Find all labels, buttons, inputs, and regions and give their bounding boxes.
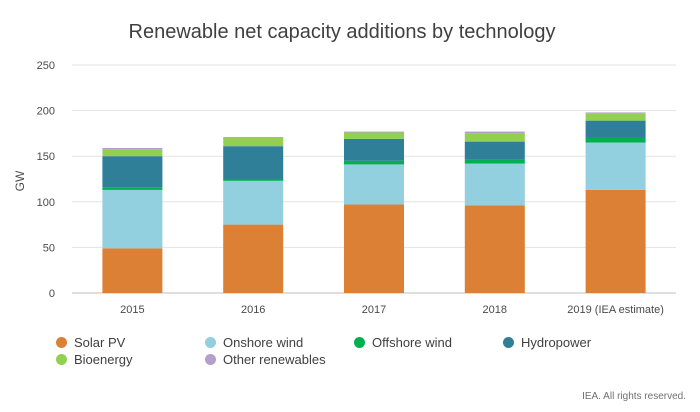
x-tick-label: 2019 (IEA estimate): [567, 304, 664, 316]
bar-segment: [223, 146, 284, 179]
bar-segment: [464, 205, 525, 293]
bar-segment: [102, 156, 163, 188]
legend-swatch: [56, 337, 67, 348]
y-tick-label: 0: [49, 288, 55, 300]
x-axis: 2015 2016 2017 2018 2019 (IEA estimate): [120, 304, 664, 316]
y-axis: 0 50 100 150 200 250: [37, 60, 55, 300]
legend-swatch: [205, 337, 216, 348]
bar-segment: [464, 141, 525, 160]
bar-segment: [223, 179, 284, 181]
legend-label: Onshore wind: [223, 335, 304, 350]
legend-swatch: [56, 354, 67, 365]
bar-segment: [102, 147, 163, 150]
legend-swatch: [503, 337, 514, 348]
y-tick-label: 250: [37, 60, 55, 72]
x-tick-label: 2015: [120, 304, 144, 316]
legend-item: Offshore wind: [354, 335, 452, 350]
bar-segment: [223, 180, 284, 225]
legend-label: Offshore wind: [372, 335, 452, 350]
bar-segment: [464, 159, 525, 164]
bar-segment: [102, 248, 163, 293]
legend-label: Bioenergy: [74, 352, 133, 367]
bars: [102, 112, 646, 293]
y-tick-label: 200: [37, 106, 55, 118]
chart: Renewable net capacity additions by tech…: [13, 21, 676, 316]
legend-label: Solar PV: [74, 335, 126, 350]
bar-segment: [464, 133, 525, 142]
bar-segment: [464, 131, 525, 134]
bar-segment: [102, 189, 163, 249]
bar-segment: [585, 137, 646, 143]
legend-item: Bioenergy: [56, 352, 133, 367]
bar-segment: [344, 138, 404, 161]
bar-segment: [585, 113, 646, 121]
bar-segment: [223, 137, 284, 138]
bar-segment: [102, 187, 163, 190]
legend: Solar PV Onshore wind Offshore wind Hydropo…: [0, 332, 700, 372]
bar-segment: [585, 120, 646, 138]
y-tick-label: 100: [37, 197, 55, 209]
bar-segment: [344, 131, 404, 133]
bar-segment: [585, 142, 646, 190]
copyright-note: IEA. All rights reserved.: [582, 391, 686, 402]
y-tick-label: 50: [43, 242, 55, 254]
bar-segment: [464, 163, 525, 206]
x-tick-label: 2016: [241, 304, 265, 316]
bar-segment: [585, 112, 646, 114]
y-axis-label: GW: [13, 170, 27, 191]
bar-segment: [585, 189, 646, 293]
y-tick-label: 150: [37, 151, 55, 163]
legend-swatch: [354, 337, 365, 348]
legend-item: Solar PV: [56, 335, 125, 350]
bar-segment: [344, 164, 404, 205]
legend-item: Hydropower: [503, 335, 591, 350]
bar-segment: [344, 160, 404, 165]
x-tick-label: 2018: [483, 304, 507, 316]
bar-segment: [223, 137, 284, 147]
bar-segment: [344, 132, 404, 139]
legend-label: Hydropower: [521, 335, 592, 350]
legend-item: Other renewables: [205, 352, 326, 367]
x-tick-label: 2017: [362, 304, 386, 316]
bar-segment: [102, 149, 163, 157]
bar-segment: [223, 224, 284, 293]
legend-item: Onshore wind: [205, 335, 303, 350]
legend-label: Other renewables: [223, 352, 326, 367]
legend-swatch: [205, 354, 216, 365]
bar-segment: [344, 204, 404, 293]
chart-title: Renewable net capacity additions by tech…: [129, 21, 556, 43]
